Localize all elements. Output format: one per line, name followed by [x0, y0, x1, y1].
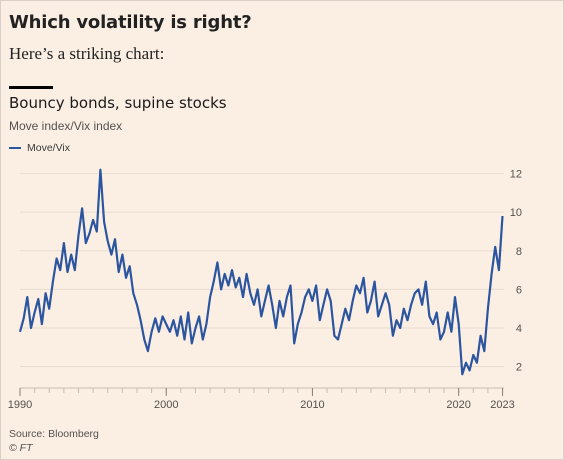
- x-tick-label: 2023: [490, 399, 514, 411]
- source-note: Source: Bloomberg: [9, 428, 99, 440]
- intro-text: Here’s a striking chart:: [9, 44, 165, 63]
- x-tick-label: 2020: [446, 399, 470, 411]
- y-tick-label: 12: [510, 169, 522, 181]
- series-line-move-vix: [18, 168, 504, 376]
- chart-subtitle: Move index/Vix index: [9, 119, 123, 133]
- y-tick-label: 6: [516, 284, 522, 296]
- y-tick-label: 4: [516, 323, 522, 335]
- y-tick-label: 8: [516, 246, 522, 258]
- chart-legend: Move/Vix: [9, 142, 70, 154]
- legend-swatch: [9, 146, 21, 150]
- y-tick-label: 10: [510, 207, 522, 219]
- headline: Which volatility is right?: [9, 12, 252, 33]
- x-tick-label: 1990: [8, 399, 32, 411]
- copyright-note: © FT: [9, 442, 33, 454]
- x-tick-label: 2000: [154, 399, 178, 411]
- line-chart: 2 4 6 8 10 12 1990 2000 2010 2020 2023: [8, 168, 522, 411]
- x-tick-label: 2010: [300, 399, 324, 411]
- chart-title: Bouncy bonds, supine stocks: [9, 94, 227, 112]
- y-tick-label: 2: [516, 362, 522, 374]
- legend-label: Move/Vix: [27, 142, 70, 154]
- title-rule: [9, 86, 53, 89]
